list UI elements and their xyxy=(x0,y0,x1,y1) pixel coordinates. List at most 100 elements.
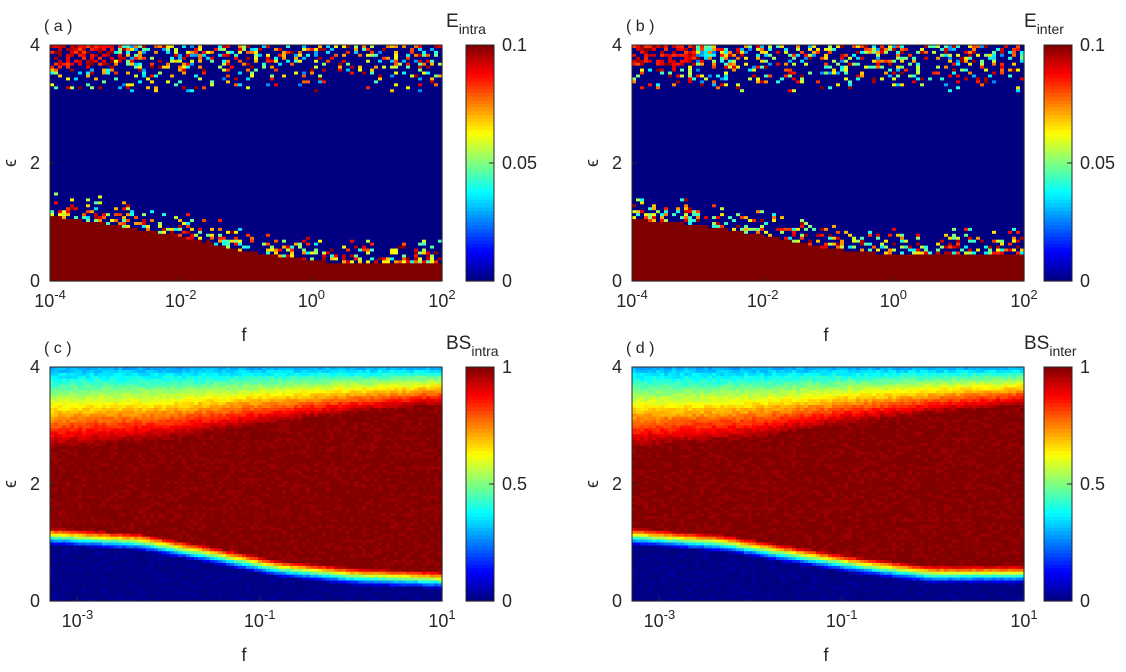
heatmap-cell xyxy=(58,95,63,99)
heatmap-cell xyxy=(58,142,63,146)
heatmap-cell xyxy=(94,80,99,84)
heatmap-cell xyxy=(178,157,183,161)
heatmap-cell xyxy=(66,275,71,279)
heatmap-cell xyxy=(170,210,175,214)
heatmap-cell xyxy=(66,80,71,84)
heatmap-cell xyxy=(162,104,167,108)
heatmap-cell xyxy=(162,56,167,61)
heatmap-cell xyxy=(170,239,175,244)
heatmap-cell xyxy=(50,112,55,117)
heatmap-cell xyxy=(54,148,59,152)
heatmap-cell xyxy=(146,98,151,102)
heatmap-cell xyxy=(170,201,175,205)
heatmap-cell xyxy=(138,92,143,96)
heatmap-cell xyxy=(118,248,123,253)
heatmap-cell xyxy=(146,106,151,111)
heatmap-cell xyxy=(118,56,123,61)
heatmap-cell xyxy=(74,210,79,214)
heatmap-cell xyxy=(90,80,95,84)
heatmap-cell xyxy=(122,56,127,61)
heatmap-cell xyxy=(90,62,95,67)
heatmap-cell xyxy=(134,133,139,138)
heatmap-cell xyxy=(110,98,115,102)
heatmap-cell xyxy=(90,56,95,61)
heatmap-cell xyxy=(102,86,107,90)
heatmap-cell xyxy=(158,171,163,176)
heatmap-cell xyxy=(54,224,59,229)
heatmap-cell xyxy=(106,80,111,84)
heatmap-cell xyxy=(170,112,175,117)
heatmap-cell xyxy=(162,198,167,202)
heatmap-cell xyxy=(118,278,123,282)
heatmap-cell xyxy=(106,257,111,261)
heatmap-cell xyxy=(78,236,83,241)
heatmap-cell xyxy=(146,68,151,73)
heatmap-cell xyxy=(174,174,179,179)
heatmap-cell xyxy=(102,186,107,191)
heatmap-cell xyxy=(50,118,55,123)
heatmap-cell xyxy=(154,248,159,253)
heatmap-cell xyxy=(154,224,159,229)
heatmap-cell xyxy=(178,56,183,61)
heatmap-cell xyxy=(170,95,175,99)
heatmap-cell xyxy=(150,130,155,135)
heatmap-cell xyxy=(126,92,131,96)
heatmap-cell xyxy=(82,104,87,108)
heatmap-cell xyxy=(162,71,167,76)
heatmap-cell xyxy=(78,86,83,90)
heatmap-cell xyxy=(98,109,103,114)
heatmap-cell xyxy=(66,216,71,220)
heatmap-cell xyxy=(94,192,99,197)
heatmap-cell xyxy=(78,198,83,202)
heatmap-cell xyxy=(62,65,67,70)
heatmap-cell xyxy=(130,89,135,93)
heatmap-cell xyxy=(90,165,95,170)
heatmap-cell xyxy=(86,168,91,173)
heatmap-cell xyxy=(110,222,115,226)
heatmap-cell xyxy=(154,74,159,79)
heatmap-cell xyxy=(122,163,127,167)
heatmap-cell xyxy=(110,118,115,123)
heatmap-cell xyxy=(158,53,163,58)
heatmap-cell xyxy=(166,257,171,261)
heatmap-cell xyxy=(130,121,135,126)
heatmap-cell xyxy=(114,145,119,149)
heatmap-cell xyxy=(110,124,115,129)
heatmap-cell xyxy=(86,74,91,79)
heatmap-cell xyxy=(50,183,55,188)
heatmap-cell xyxy=(54,278,59,282)
heatmap-cell xyxy=(122,180,127,185)
heatmap-cell xyxy=(86,219,91,223)
heatmap-cell xyxy=(70,151,75,155)
heatmap-cell xyxy=(142,157,147,161)
heatmap-cell xyxy=(142,272,147,276)
heatmap-cell xyxy=(166,148,171,152)
heatmap-cell xyxy=(58,171,63,176)
heatmap-cell xyxy=(134,251,139,256)
heatmap-cell xyxy=(110,53,115,58)
heatmap-cell xyxy=(134,45,139,49)
heatmap-cell xyxy=(98,112,103,117)
heatmap-cell xyxy=(174,56,179,61)
heatmap-cell xyxy=(94,106,99,111)
heatmap-cell xyxy=(74,47,79,52)
heatmap-cell xyxy=(138,118,143,123)
heatmap-cell xyxy=(94,98,99,102)
heatmap-cell xyxy=(58,163,63,167)
heatmap-cell xyxy=(178,71,183,76)
heatmap-cell xyxy=(94,260,99,264)
heatmap-cell xyxy=(94,272,99,276)
heatmap-cell xyxy=(130,62,135,67)
heatmap-cell xyxy=(50,230,55,235)
heatmap-cell xyxy=(162,192,167,197)
heatmap-cell xyxy=(130,65,135,70)
heatmap-cell xyxy=(114,219,119,223)
heatmap-cell xyxy=(166,230,171,235)
heatmap-cell xyxy=(166,92,171,96)
heatmap-cell xyxy=(150,263,155,267)
heatmap-cell xyxy=(54,47,59,52)
heatmap-cell xyxy=(82,62,87,67)
heatmap-cell xyxy=(102,266,107,270)
heatmap-cell xyxy=(98,198,103,202)
heatmap-cell xyxy=(126,86,131,90)
